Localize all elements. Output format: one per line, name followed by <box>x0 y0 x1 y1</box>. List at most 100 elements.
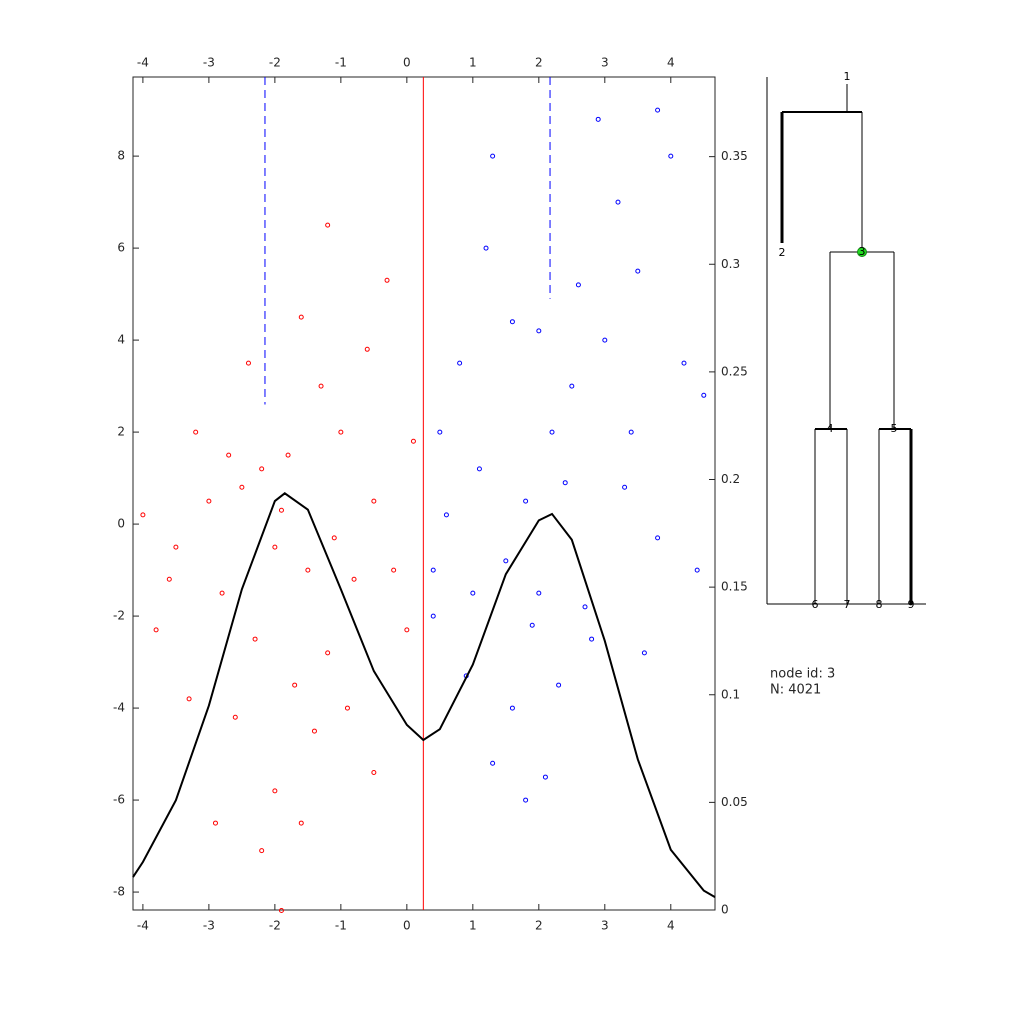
selected-node[interactable] <box>857 247 867 257</box>
scatter-point <box>602 337 608 343</box>
y-tick-label: -8 <box>113 885 125 899</box>
scatter-point <box>186 696 192 702</box>
scatter-point <box>575 282 581 288</box>
node-label: 3 <box>859 245 866 258</box>
x-tick-label: 3 <box>601 919 609 933</box>
scatter-point <box>443 512 449 518</box>
scatter-point <box>338 429 344 435</box>
scatter-point <box>272 788 278 794</box>
scatter-point <box>430 613 436 619</box>
scatter-point <box>681 360 687 366</box>
y-tick-label: -4 <box>113 701 125 715</box>
y2-tick-label: 0.1 <box>721 687 740 701</box>
scatter-point <box>457 360 463 366</box>
scatter-point <box>391 567 397 573</box>
node-label: 6 <box>812 598 819 611</box>
scatter-point <box>278 507 284 513</box>
scatter-point <box>536 328 542 334</box>
scatter-point <box>523 797 529 803</box>
y2-tick-label: 0.15 <box>721 580 748 594</box>
density-curve <box>132 492 716 898</box>
scatter-point <box>298 820 304 826</box>
scatter-point <box>140 512 146 518</box>
node-label: 2 <box>779 246 786 259</box>
scatter-point <box>344 705 350 711</box>
y-tick-label: -2 <box>113 609 125 623</box>
x-top-tick-label: -3 <box>203 56 215 70</box>
scatter-point <box>437 429 443 435</box>
x-tick-label: 1 <box>469 919 477 933</box>
scatter-point <box>655 535 661 541</box>
scatter-point <box>232 714 238 720</box>
scatter-point <box>153 627 159 633</box>
y2-tick-label: 0 <box>721 903 729 917</box>
scatter-point <box>219 590 225 596</box>
node-label: 8 <box>876 598 883 611</box>
scatter-point <box>701 392 707 398</box>
scatter-point <box>622 484 628 490</box>
scatter-point <box>476 466 482 472</box>
scatter-point <box>272 544 278 550</box>
scatter-point <box>503 558 509 564</box>
scatter-point <box>318 383 324 389</box>
y-tick-label: 6 <box>117 241 125 255</box>
x-top-tick-label: -1 <box>335 56 347 70</box>
y-tick-label: 8 <box>117 149 125 163</box>
x-tick-label: 0 <box>403 919 411 933</box>
y2-tick-label: 0.05 <box>721 795 748 809</box>
scatter-point <box>490 153 496 159</box>
scatter-point <box>529 622 535 628</box>
x-top-tick-label: 0 <box>403 56 411 70</box>
scatter-point <box>556 682 562 688</box>
x-top-tick-label: 3 <box>601 56 609 70</box>
scatter-point <box>595 116 601 122</box>
scatter-point <box>384 277 390 283</box>
scatter-point <box>562 480 568 486</box>
node-info: N: 4021 <box>770 683 821 698</box>
scatter-point <box>635 268 641 274</box>
scatter-point <box>245 360 251 366</box>
x-tick-label: -2 <box>269 919 281 933</box>
y2-tick-label: 0.35 <box>721 149 748 163</box>
node-info: node id: 3 <box>770 667 835 682</box>
x-top-tick-label: 1 <box>469 56 477 70</box>
scatter-point <box>311 728 317 734</box>
scatter-point <box>509 705 515 711</box>
y2-tick-label: 0.3 <box>721 257 740 271</box>
scatter-point <box>483 245 489 251</box>
scatter-point <box>278 907 284 913</box>
scatter-point <box>371 498 377 504</box>
scatter-point <box>410 438 416 444</box>
x-tick-label: -1 <box>335 919 347 933</box>
scatter-point <box>641 650 647 656</box>
x-tick-label: -3 <box>203 919 215 933</box>
scatter-point <box>404 627 410 633</box>
scatter-point <box>542 774 548 780</box>
dendrogram: 1 2 3 4 5 6 7 8 9 <box>766 70 926 611</box>
x-top-tick-label: -4 <box>137 56 149 70</box>
scatter-point <box>430 567 436 573</box>
scatter-point <box>615 199 621 205</box>
scatter-point <box>509 319 515 325</box>
node-label: 5 <box>891 422 898 435</box>
scatter-point <box>549 429 555 435</box>
scatter-point <box>226 452 232 458</box>
scatter-point <box>655 107 661 113</box>
scatter-point <box>325 650 331 656</box>
scatter-point <box>259 848 265 854</box>
scatter-point <box>668 153 674 159</box>
scatter-point <box>292 682 298 688</box>
scatter-point <box>173 544 179 550</box>
scatter-point <box>364 346 370 352</box>
scatter-point <box>259 466 265 472</box>
node-label: 1 <box>844 70 851 83</box>
y-tick-label: 0 <box>117 517 125 531</box>
scatter-point <box>523 498 529 504</box>
scatter-point <box>331 535 337 541</box>
plot-frame <box>132 76 716 911</box>
scatter-point <box>694 567 700 573</box>
x-tick-label: 2 <box>535 919 543 933</box>
scatter-point <box>536 590 542 596</box>
scatter-point <box>252 636 258 642</box>
